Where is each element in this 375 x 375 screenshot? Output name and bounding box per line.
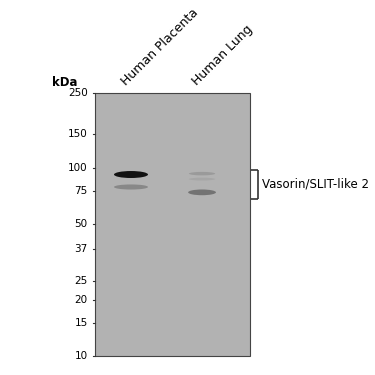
Text: 10: 10 [75,351,88,361]
Ellipse shape [114,184,148,189]
Text: 25: 25 [75,276,88,286]
Text: kDa: kDa [52,76,77,89]
Text: 250: 250 [68,88,88,98]
Text: 150: 150 [68,129,88,140]
Text: Vasorin/SLIT-like 2: Vasorin/SLIT-like 2 [262,178,369,191]
Ellipse shape [189,172,215,176]
Text: Human Lung: Human Lung [190,22,255,88]
Bar [96,93,250,356]
Text: 75: 75 [75,186,88,196]
Text: 20: 20 [75,294,88,304]
Text: Human Placenta: Human Placenta [119,6,201,88]
Text: 15: 15 [75,318,88,328]
Ellipse shape [188,189,216,195]
Text: 50: 50 [75,219,88,230]
Text: 100: 100 [68,163,88,172]
Ellipse shape [189,178,215,180]
Ellipse shape [114,171,148,178]
Text: 37: 37 [75,244,88,254]
